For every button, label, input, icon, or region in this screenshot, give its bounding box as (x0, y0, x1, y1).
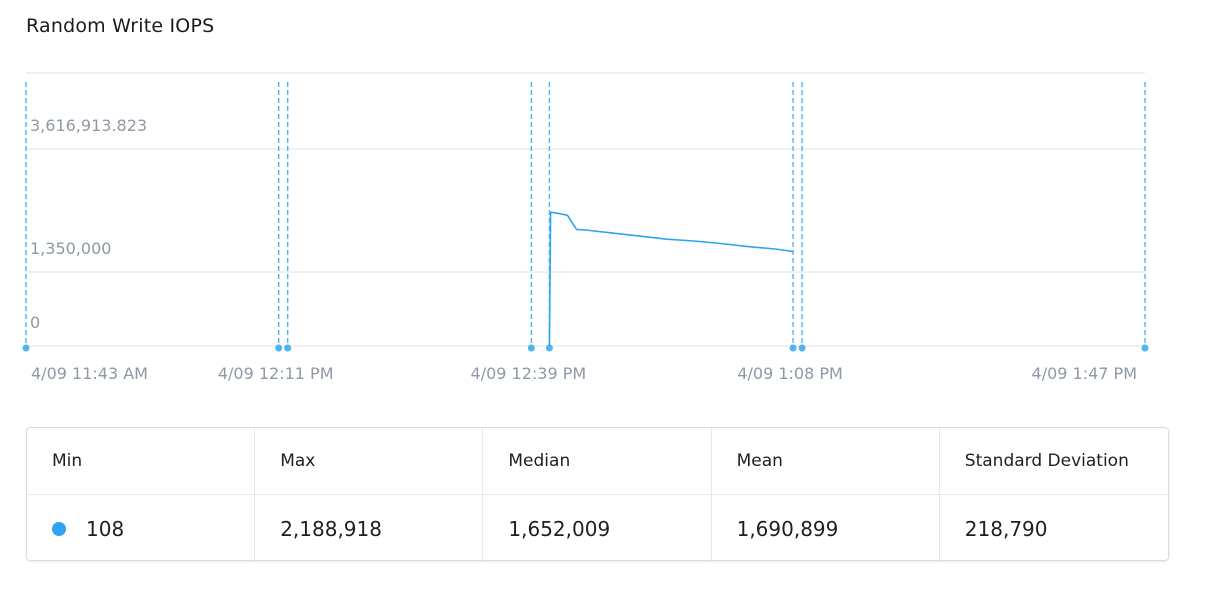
x-tick-label: 4/09 12:39 PM (471, 364, 587, 383)
x-tick-label: 4/09 11:43 AM (31, 364, 148, 383)
series-line (548, 211, 794, 347)
event-marker-dot[interactable] (1141, 344, 1149, 352)
statistics-table: Min Max Median Mean Standard Deviation 1… (26, 427, 1169, 562)
stat-header-standard-deviation: Standard Deviation (939, 428, 1168, 495)
y-axis-ticks: 3,616,913.823 1,350,000 0 (30, 116, 147, 332)
stat-header-min: Min (27, 428, 256, 495)
stat-value-mean: 1,690,899 (712, 495, 940, 562)
grid-lines (26, 72, 1145, 347)
y-tick-label: 0 (30, 313, 40, 332)
x-axis-ticks: 4/09 11:43 AM 4/09 12:11 PM 4/09 12:39 PM 4… (31, 364, 1137, 383)
stat-header-max: Max (255, 428, 484, 495)
stat-value-max: 2,188,918 (255, 495, 484, 562)
stat-header-median: Median (483, 428, 712, 495)
x-tick-label: 4/09 1:47 PM (1032, 364, 1137, 383)
series-layer (548, 211, 794, 347)
event-markers (22, 82, 1149, 352)
x-tick-label: 4/09 12:11 PM (218, 364, 334, 383)
event-marker-dot[interactable] (275, 344, 283, 352)
stat-value-median: 1,652,009 (483, 495, 712, 562)
event-marker-dot[interactable] (545, 344, 553, 352)
event-marker-dot[interactable] (789, 344, 797, 352)
event-marker-dot[interactable] (527, 344, 535, 352)
stat-header-mean: Mean (711, 428, 940, 495)
event-marker-dot[interactable] (798, 344, 806, 352)
y-tick-label: 1,350,000 (30, 239, 111, 258)
event-marker-dot[interactable] (22, 344, 30, 352)
series-color-dot (52, 521, 66, 536)
x-tick-label: 4/09 1:08 PM (737, 364, 842, 383)
stat-value-min-text: 108 (86, 516, 125, 541)
event-marker-dot[interactable] (284, 344, 292, 352)
chart-title: Random Write IOPS (26, 15, 215, 37)
stat-value-min: 108 (27, 495, 256, 562)
stat-value-standard-deviation: 218,790 (964, 516, 1048, 541)
y-tick-label: 3,616,913.823 (30, 116, 147, 135)
